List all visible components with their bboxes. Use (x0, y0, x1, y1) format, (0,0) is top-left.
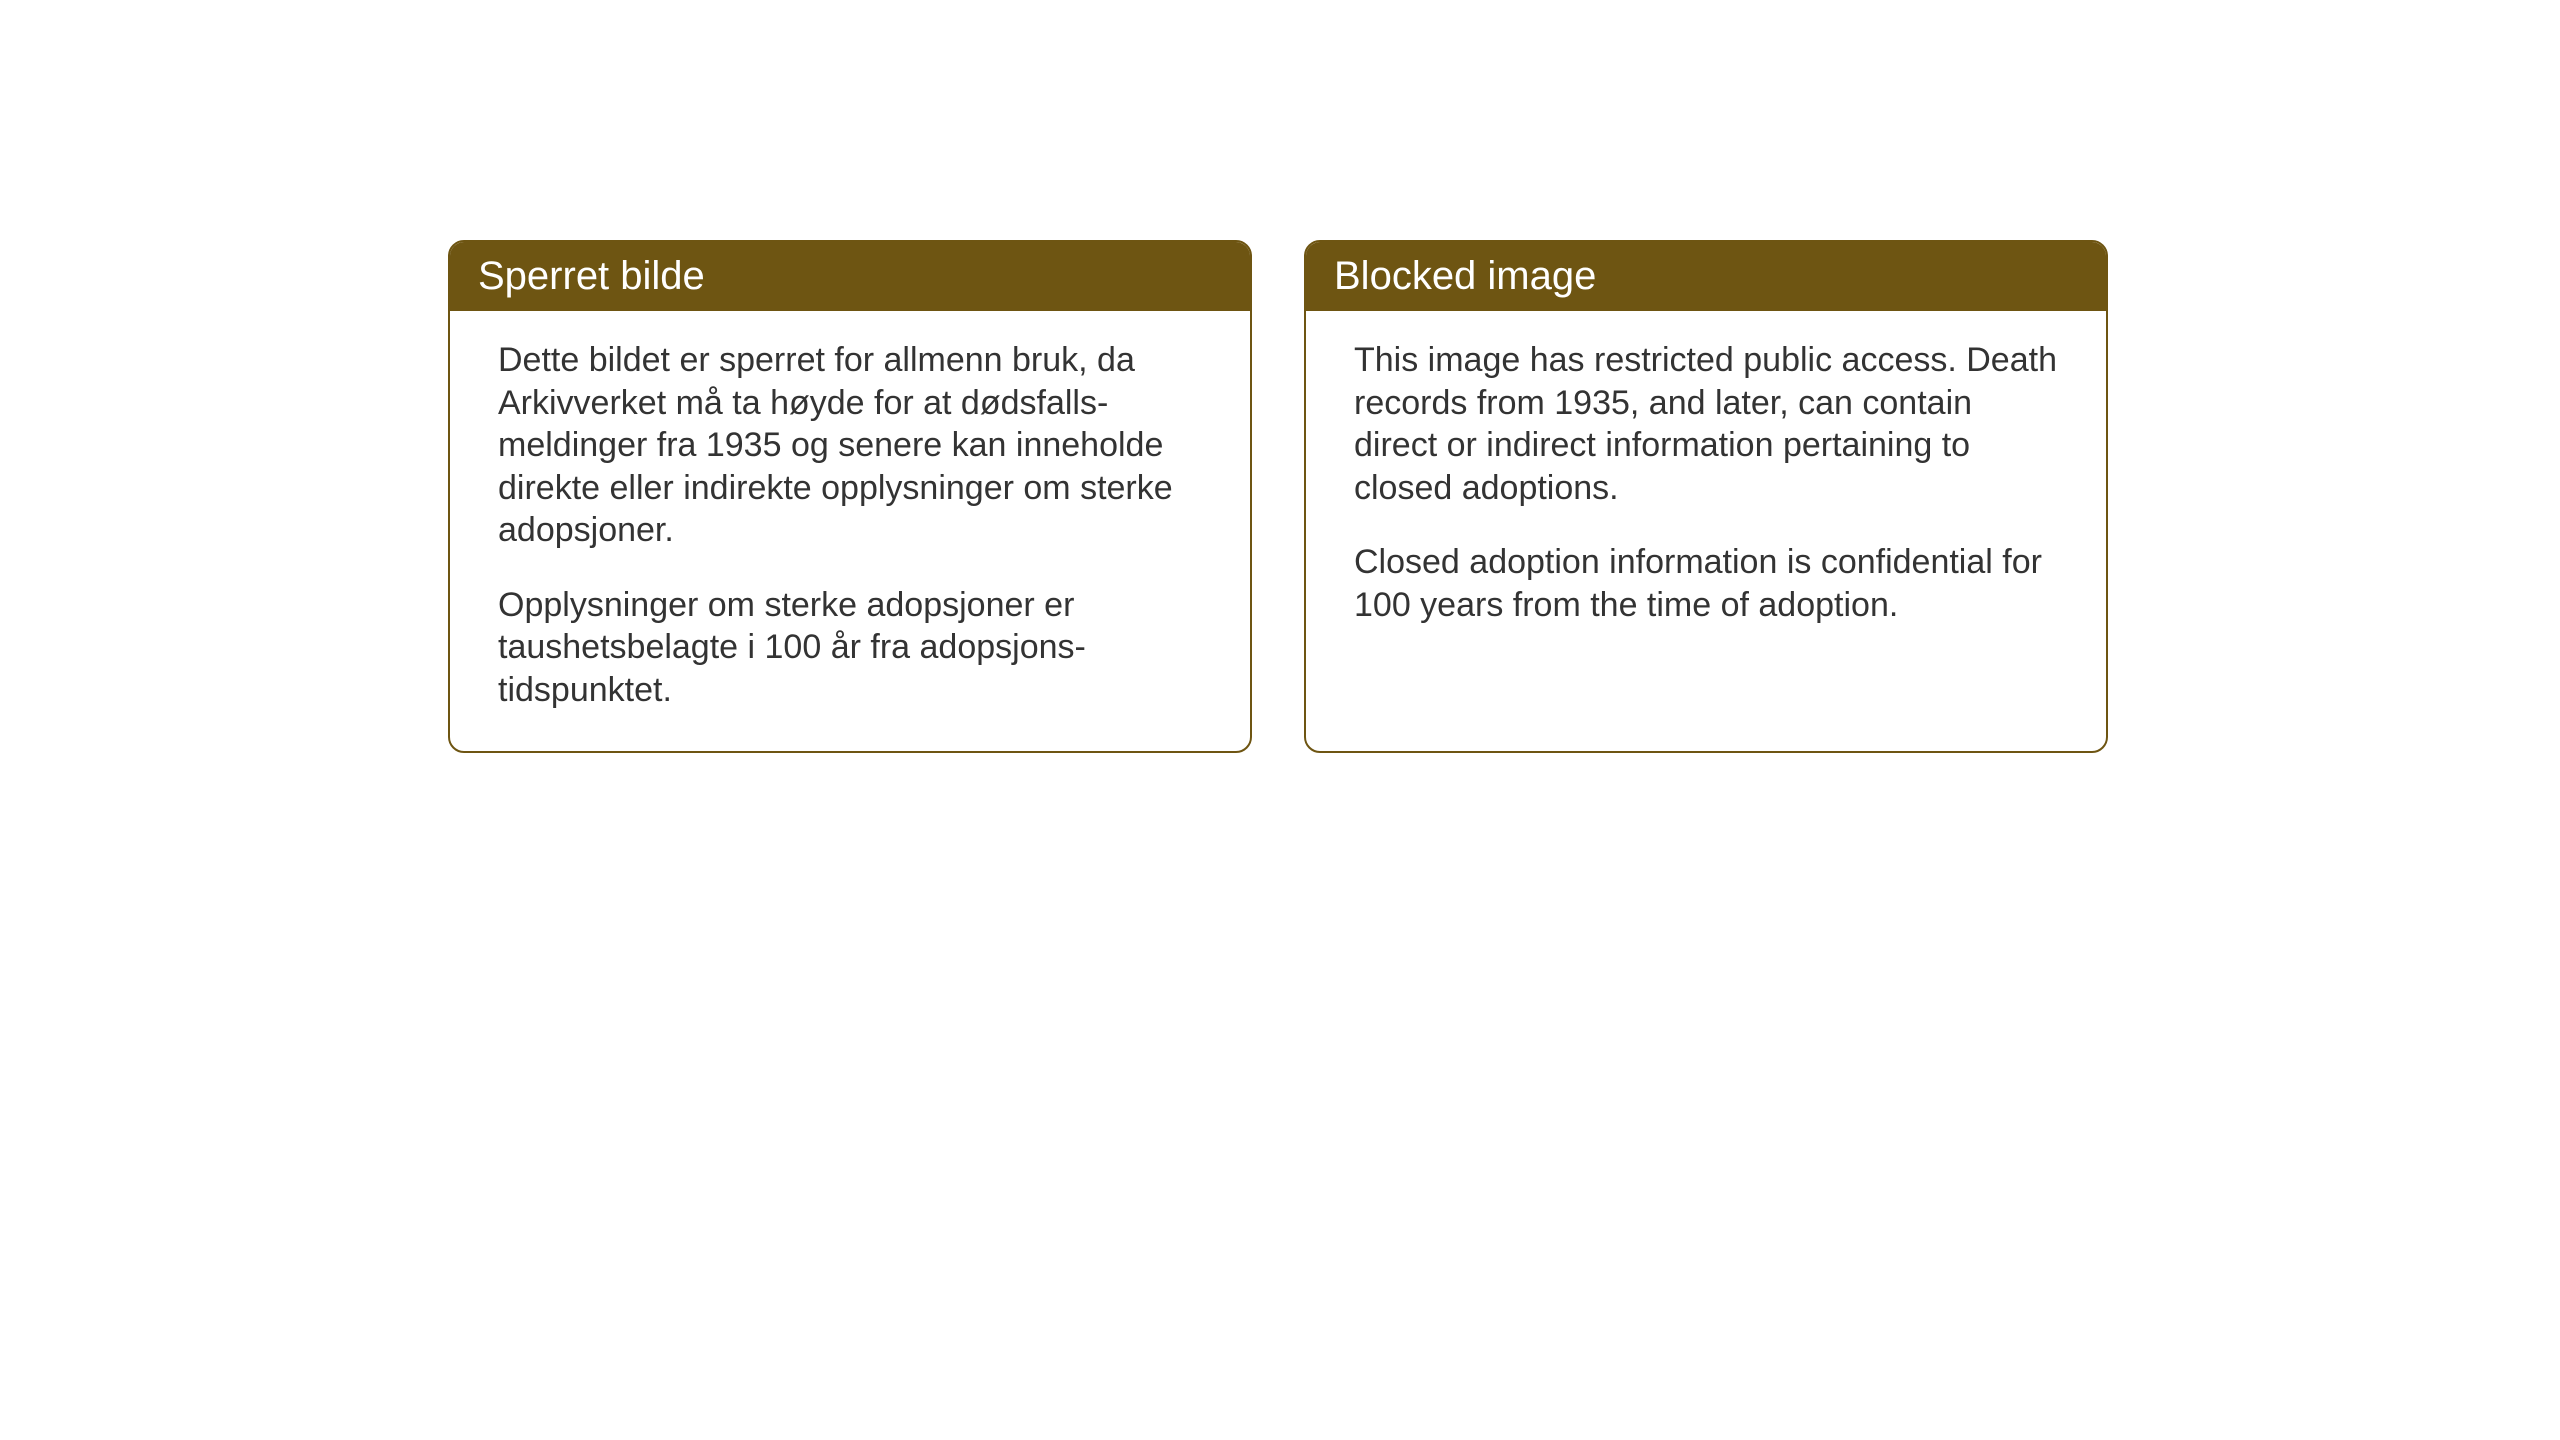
notice-paragraph: This image has restricted public access.… (1354, 339, 2058, 509)
notice-container: Sperret bilde Dette bildet er sperret fo… (448, 240, 2108, 753)
notice-paragraph: Opplysninger om sterke adopsjoner er tau… (498, 584, 1202, 712)
notice-header-english: Blocked image (1306, 242, 2106, 311)
notice-box-english: Blocked image This image has restricted … (1304, 240, 2108, 753)
notice-paragraph: Dette bildet er sperret for allmenn bruk… (498, 339, 1202, 552)
notice-header-norwegian: Sperret bilde (450, 242, 1250, 311)
notice-paragraph: Closed adoption information is confident… (1354, 541, 2058, 626)
notice-body-norwegian: Dette bildet er sperret for allmenn bruk… (450, 311, 1250, 751)
notice-box-norwegian: Sperret bilde Dette bildet er sperret fo… (448, 240, 1252, 753)
notice-body-english: This image has restricted public access.… (1306, 311, 2106, 715)
